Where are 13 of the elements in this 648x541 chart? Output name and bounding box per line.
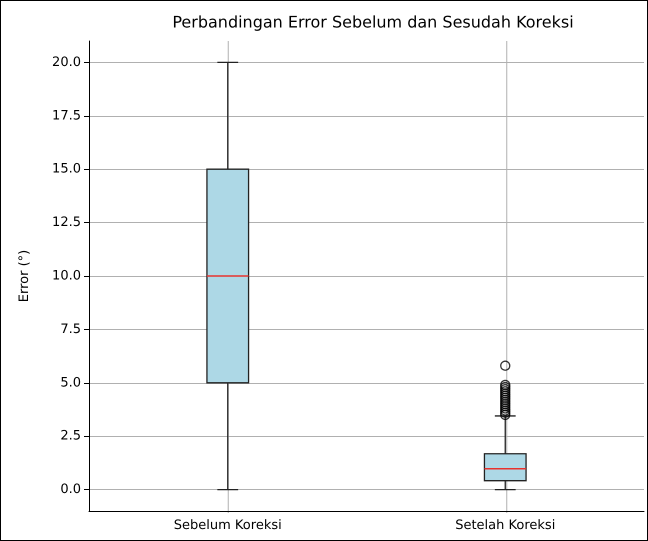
y-axis-title: Error (°) [17,250,32,302]
y-tick-label: 20.0 [52,54,81,70]
y-tick-label: 15.0 [52,162,81,177]
y-tick-label: 7.5 [60,322,81,337]
y-tick-label: 10.0 [52,268,81,284]
y-tick-label: 2.5 [60,428,81,444]
y-tick-label: 0.0 [60,482,81,498]
y-tick-label: 17.5 [52,108,81,124]
y-tick-label: 12.5 [52,215,81,230]
x-tick-label: Setelah Koreksi [455,518,556,533]
y-tick-label: 5.0 [60,375,81,390]
chart-title: Perbandingan Error Sebelum dan Sesudah Koreksi [172,12,574,32]
x-tick-label: Sebelum Koreksi [174,518,282,533]
